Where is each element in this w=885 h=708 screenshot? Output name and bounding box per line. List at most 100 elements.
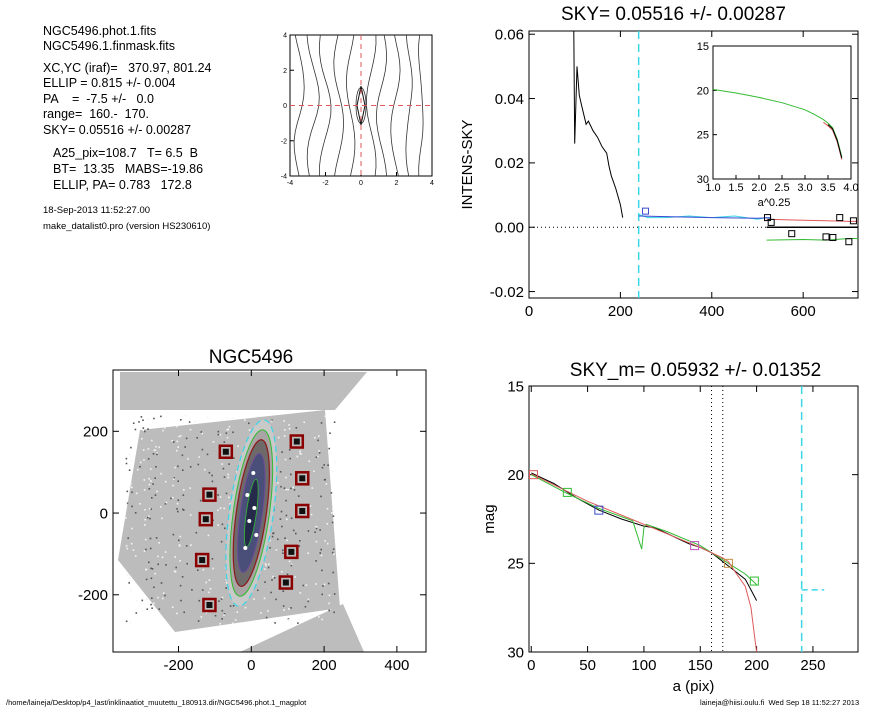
field-noise — [185, 437, 188, 440]
field-noise — [189, 428, 192, 431]
sky-box-inner — [222, 448, 229, 455]
field-noise — [228, 425, 231, 428]
intens-marker — [829, 234, 837, 242]
image-xtick-label: 200 — [312, 657, 337, 674]
field-noise — [288, 560, 291, 563]
field-noise — [307, 598, 310, 601]
field-noise — [162, 592, 165, 594]
field-noise — [237, 445, 239, 447]
field-noise — [157, 555, 159, 558]
field-noise — [125, 457, 128, 460]
field-noise — [211, 474, 213, 477]
field-noise — [178, 545, 181, 547]
field-noise — [186, 562, 188, 565]
field-noise — [183, 611, 185, 614]
field-noise — [145, 548, 147, 551]
field-noise — [290, 564, 293, 567]
info-ellip: ELLIP = 0.815 +/- 0.004 — [43, 76, 176, 90]
field-noise — [226, 417, 228, 419]
field-noise — [160, 415, 162, 418]
sky-box-inner — [206, 602, 213, 608]
field-noise — [233, 457, 235, 459]
mag-xtick-label: 200 — [744, 657, 769, 674]
field-noise — [321, 569, 323, 572]
galaxy-knot — [247, 519, 252, 524]
field-noise — [131, 527, 133, 530]
field-noise — [285, 499, 287, 502]
intens-ylabel: INTENS-SKY — [459, 119, 476, 209]
mag-title: SKY_m= 0.05932 +/- 0.01352 — [570, 360, 821, 381]
field-noise — [329, 432, 331, 434]
field-noise — [153, 417, 155, 420]
field-noise — [331, 551, 334, 554]
field-noise — [149, 537, 152, 540]
inset-frame — [712, 45, 852, 180]
field-noise — [179, 535, 182, 538]
inset-ytick-label: 30 — [697, 174, 709, 186]
field-noise — [273, 620, 275, 623]
field-noise — [299, 450, 301, 452]
field-noise — [140, 416, 143, 418]
field-noise — [141, 599, 144, 602]
field-noise — [284, 429, 286, 431]
intens-title: SKY= 0.05516 +/- 0.00287 — [561, 4, 786, 25]
sky-box-inner — [282, 579, 289, 586]
field-noise — [333, 553, 335, 555]
field-noise — [329, 452, 332, 454]
field-noise — [321, 618, 323, 621]
galaxy-knot — [254, 533, 259, 538]
field-noise — [144, 518, 146, 521]
field-patch-top — [120, 372, 367, 410]
field-noise — [171, 606, 174, 608]
mag-ytick-label: 30 — [507, 644, 524, 661]
field-noise — [317, 439, 319, 442]
field-noise — [153, 602, 155, 605]
field-noise — [292, 486, 294, 489]
field-noise — [147, 515, 150, 517]
contour-xtick-label: 4 — [430, 180, 434, 187]
field-noise — [187, 458, 189, 460]
image-frame — [112, 369, 427, 653]
field-noise — [225, 587, 227, 589]
mag-xtick-label: 50 — [579, 657, 596, 674]
field-noise — [319, 529, 321, 531]
field-noise — [176, 502, 179, 505]
field-noise — [130, 459, 133, 462]
field-noise — [320, 554, 323, 557]
field-noise — [307, 552, 309, 554]
field-noise — [232, 605, 235, 607]
inset-xtick-label: 1.0 — [705, 182, 720, 194]
field-noise — [218, 600, 220, 602]
field-noise — [223, 613, 226, 615]
field-noise — [285, 514, 288, 517]
field-noise — [205, 611, 208, 614]
field-noise — [146, 608, 149, 610]
field-noise — [182, 494, 185, 496]
intens-xtick-label: 200 — [608, 303, 633, 320]
field-noise — [128, 577, 130, 579]
field-noise — [283, 487, 286, 489]
field-noise — [148, 478, 150, 480]
field-noise — [156, 490, 158, 493]
field-noise — [326, 523, 329, 525]
contour-line — [375, 34, 387, 177]
field-noise — [295, 427, 298, 429]
field-noise — [156, 453, 158, 456]
image-title: NGC5496 — [209, 347, 294, 368]
field-noise — [160, 582, 163, 584]
field-noise — [157, 596, 159, 599]
field-noise — [180, 435, 182, 437]
field-noise — [125, 503, 128, 505]
mag-xtick-label: 250 — [800, 657, 825, 674]
field-noise — [304, 605, 307, 608]
field-noise — [226, 429, 228, 431]
field-noise — [176, 612, 178, 615]
field-noise — [299, 540, 301, 542]
field-noise — [145, 578, 148, 581]
field-noise — [144, 509, 146, 511]
contour-ytick-label: 4 — [283, 33, 287, 40]
field-noise — [152, 453, 155, 455]
field-noise — [142, 419, 144, 421]
mag-xtick-label: 150 — [688, 657, 713, 674]
